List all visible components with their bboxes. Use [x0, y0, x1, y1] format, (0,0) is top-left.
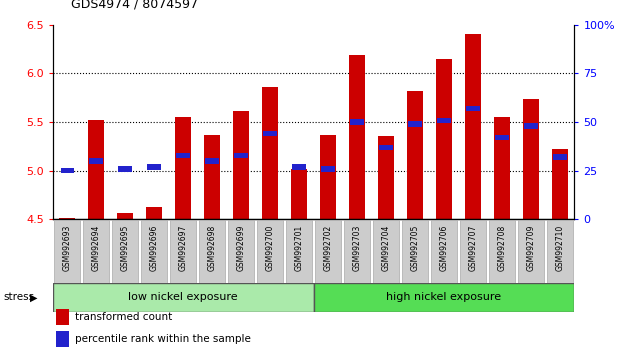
Bar: [407, 91, 423, 219]
Bar: [204, 135, 220, 219]
Text: GSM992705: GSM992705: [410, 224, 420, 271]
Bar: [119, 166, 132, 172]
Bar: [437, 118, 451, 123]
Bar: [553, 154, 567, 160]
Bar: [291, 169, 307, 219]
Bar: [465, 34, 481, 219]
Bar: [379, 145, 393, 150]
Bar: [495, 135, 509, 141]
Bar: [60, 168, 74, 173]
Text: GSM992693: GSM992693: [63, 224, 72, 271]
Text: GSM992709: GSM992709: [527, 224, 535, 271]
Bar: [233, 112, 249, 219]
Text: transformed count: transformed count: [75, 312, 173, 322]
Text: GSM992700: GSM992700: [266, 224, 274, 271]
Bar: [147, 164, 161, 170]
Bar: [206, 158, 219, 164]
Text: GSM992701: GSM992701: [294, 224, 304, 271]
FancyBboxPatch shape: [170, 220, 196, 282]
Text: stress: stress: [3, 292, 34, 302]
Text: high nickel exposure: high nickel exposure: [386, 292, 502, 302]
Text: GSM992696: GSM992696: [150, 224, 159, 271]
FancyBboxPatch shape: [54, 220, 80, 282]
FancyBboxPatch shape: [286, 220, 312, 282]
FancyBboxPatch shape: [373, 220, 399, 282]
Bar: [88, 120, 104, 219]
FancyBboxPatch shape: [228, 220, 254, 282]
Bar: [494, 117, 510, 219]
Bar: [262, 87, 278, 219]
Bar: [234, 153, 248, 158]
Bar: [321, 166, 335, 172]
Bar: [378, 136, 394, 219]
Bar: [117, 213, 134, 219]
FancyBboxPatch shape: [489, 220, 515, 282]
Bar: [176, 153, 190, 158]
Bar: [436, 59, 452, 219]
Bar: [320, 135, 336, 219]
FancyBboxPatch shape: [518, 220, 544, 282]
FancyBboxPatch shape: [431, 220, 457, 282]
Text: GSM992704: GSM992704: [381, 224, 391, 271]
Bar: [263, 131, 277, 137]
Text: percentile rank within the sample: percentile rank within the sample: [75, 334, 252, 344]
Bar: [60, 218, 75, 219]
Text: GSM992695: GSM992695: [120, 224, 130, 271]
Bar: [175, 117, 191, 219]
Bar: [147, 207, 162, 219]
Bar: [349, 55, 365, 219]
Text: ▶: ▶: [30, 292, 37, 302]
Bar: [466, 106, 480, 111]
FancyBboxPatch shape: [83, 220, 109, 282]
Text: GSM992708: GSM992708: [497, 224, 507, 271]
FancyBboxPatch shape: [315, 220, 341, 282]
Text: GSM992697: GSM992697: [179, 224, 188, 271]
FancyBboxPatch shape: [257, 220, 283, 282]
Bar: [350, 119, 364, 125]
Bar: [524, 123, 538, 129]
Text: GSM992703: GSM992703: [353, 224, 361, 271]
Bar: [552, 149, 568, 219]
Bar: [523, 99, 539, 219]
FancyBboxPatch shape: [547, 220, 573, 282]
Text: GSM992699: GSM992699: [237, 224, 246, 271]
Bar: [408, 121, 422, 127]
Bar: [56, 309, 69, 325]
Bar: [314, 283, 574, 312]
Bar: [89, 158, 103, 164]
Bar: [292, 164, 306, 170]
Text: GSM992707: GSM992707: [468, 224, 478, 271]
Text: low nickel exposure: low nickel exposure: [129, 292, 238, 302]
Text: GSM992706: GSM992706: [440, 224, 448, 271]
FancyBboxPatch shape: [199, 220, 225, 282]
FancyBboxPatch shape: [460, 220, 486, 282]
Text: GSM992710: GSM992710: [555, 224, 564, 271]
Bar: [53, 283, 314, 312]
Text: GDS4974 / 8074597: GDS4974 / 8074597: [71, 0, 199, 11]
FancyBboxPatch shape: [344, 220, 370, 282]
FancyBboxPatch shape: [112, 220, 138, 282]
FancyBboxPatch shape: [402, 220, 428, 282]
FancyBboxPatch shape: [141, 220, 167, 282]
Text: GSM992702: GSM992702: [324, 224, 333, 271]
Bar: [56, 331, 69, 347]
Text: GSM992698: GSM992698: [207, 224, 217, 271]
Text: GSM992694: GSM992694: [92, 224, 101, 271]
